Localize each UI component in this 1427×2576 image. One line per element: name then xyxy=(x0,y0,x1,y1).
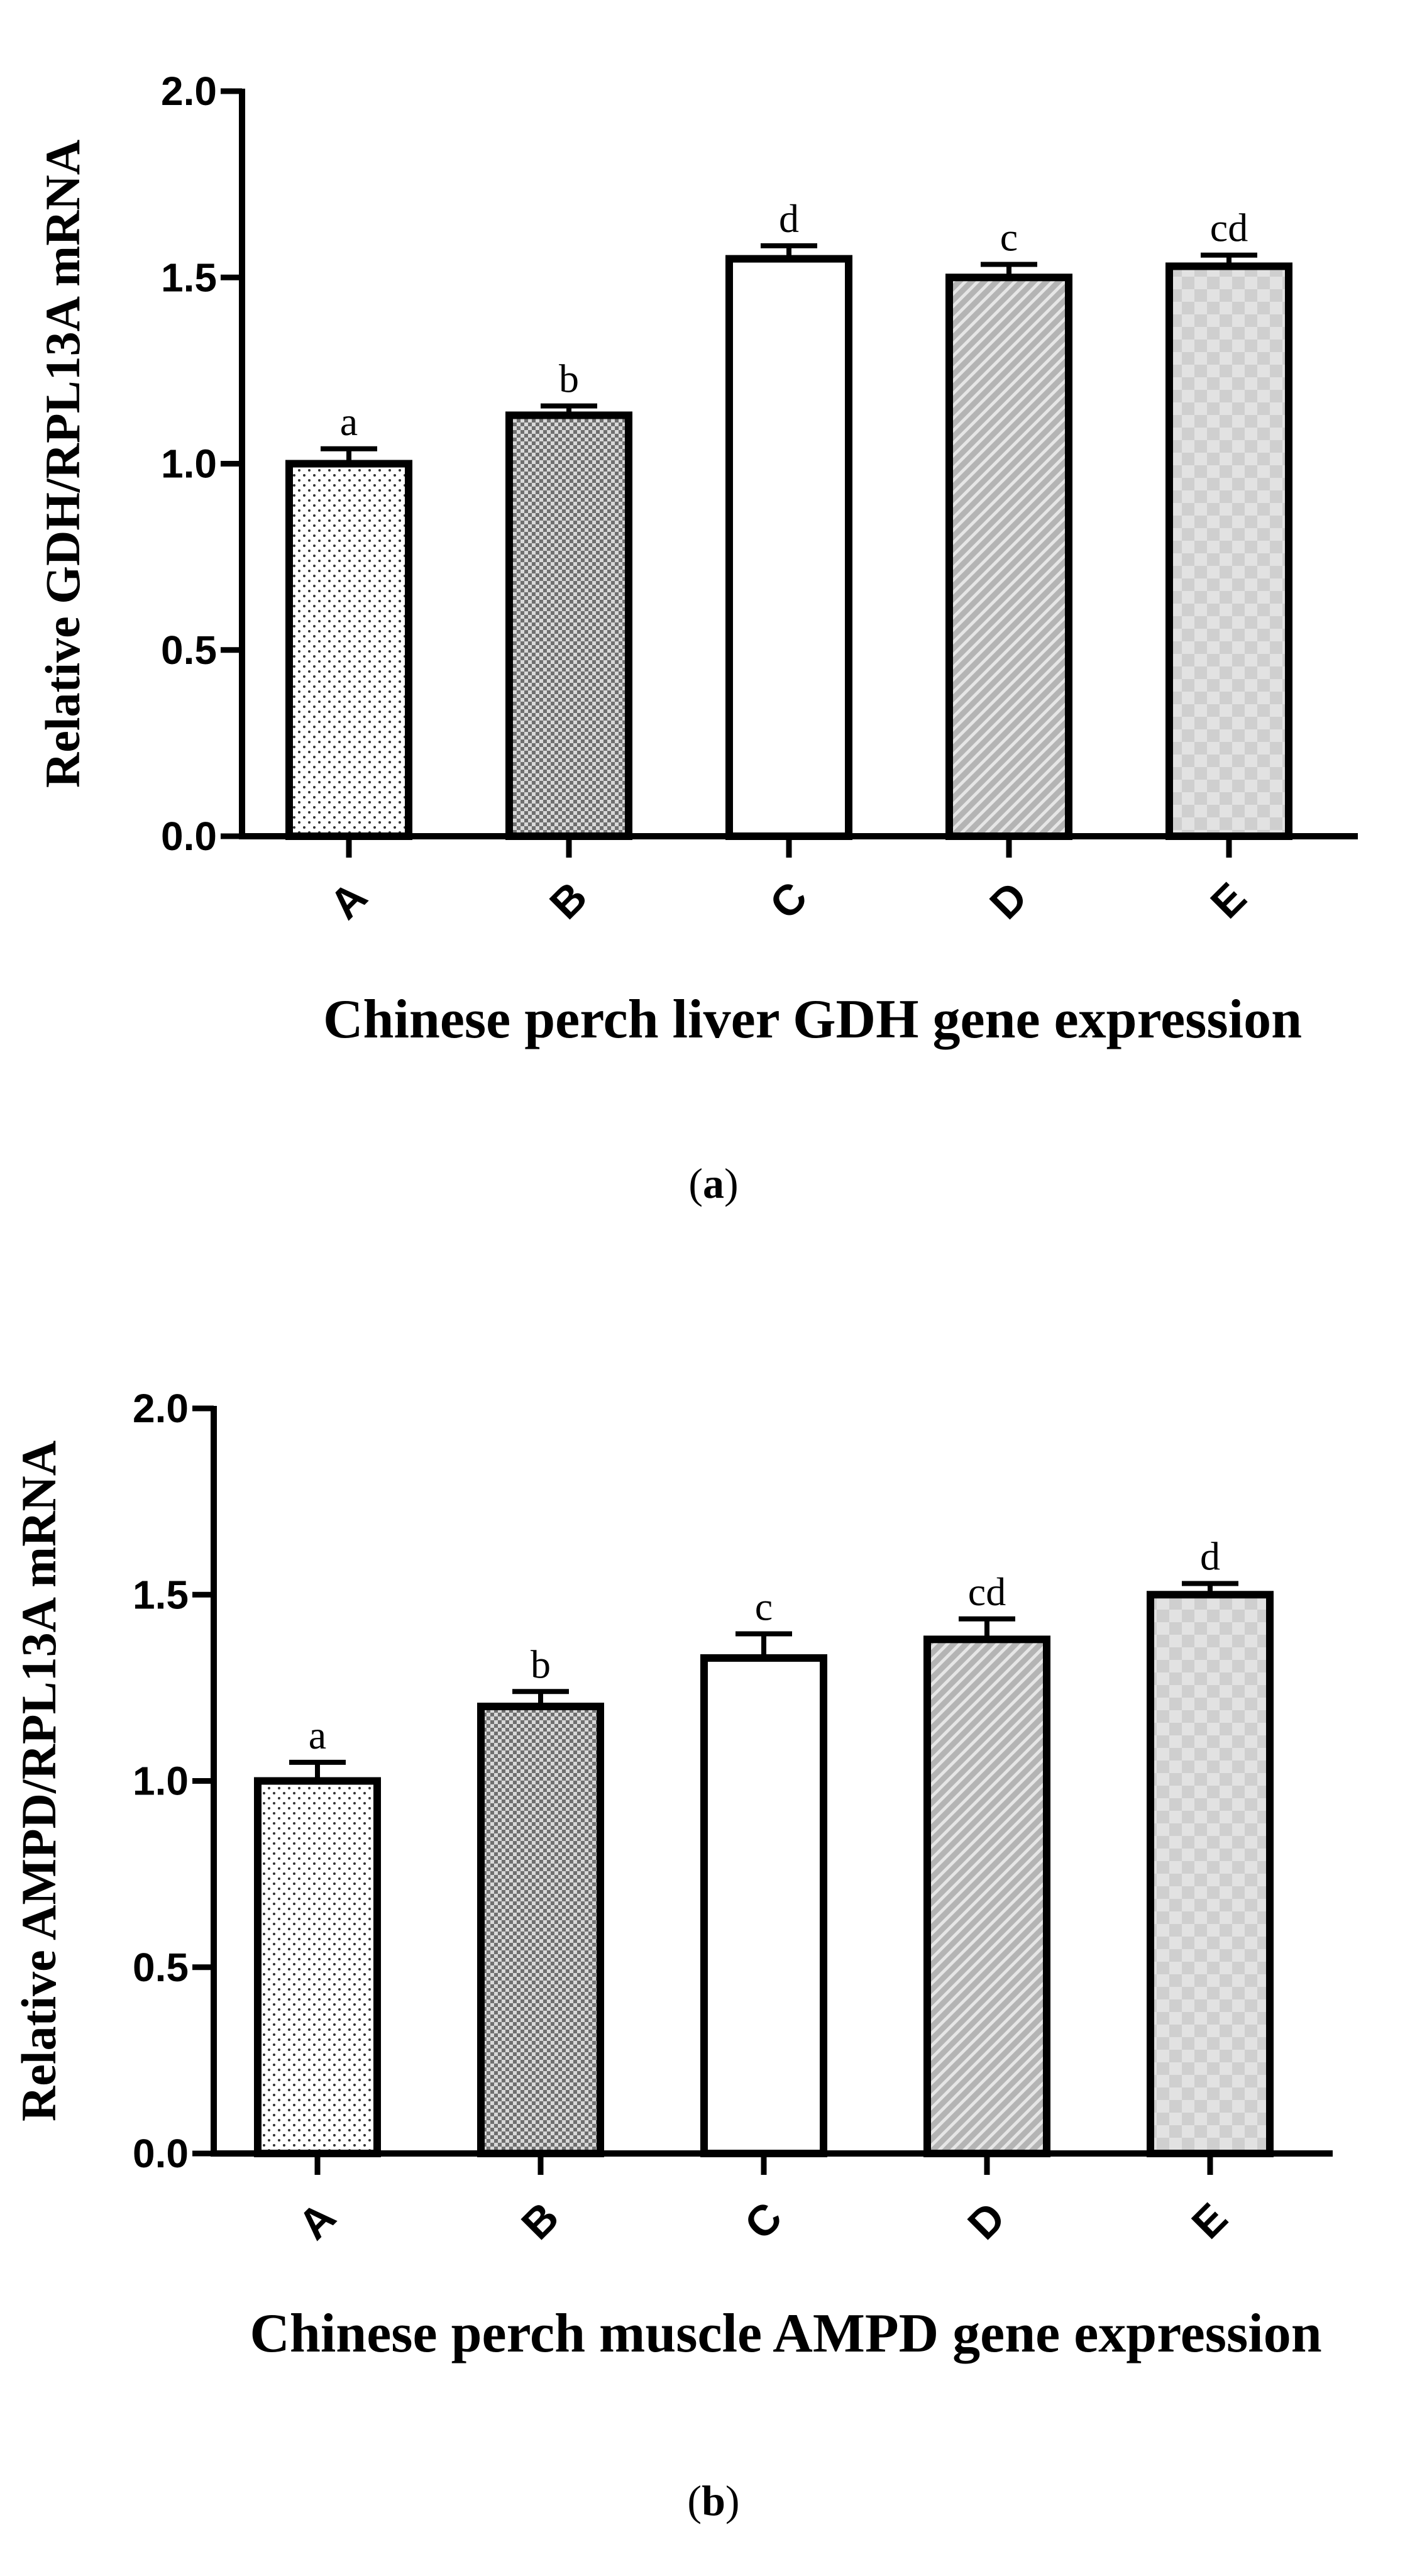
category-label: E xyxy=(1182,2194,1237,2248)
category-label: A xyxy=(289,2193,344,2248)
category-label: D xyxy=(959,2193,1014,2248)
bar-E xyxy=(1147,1591,1274,2157)
x-axis-title: Chinese perch muscle AMPD gene expressio… xyxy=(250,2303,1321,2364)
category-label: B xyxy=(541,873,596,928)
y-tick-label: 0.0 xyxy=(161,814,217,859)
category-label: D xyxy=(981,873,1036,928)
y-tick-label: 0.5 xyxy=(133,1945,189,1990)
panel-letter: b xyxy=(702,2477,725,2524)
y-tick-label: 0.5 xyxy=(161,627,217,673)
significance-label: c xyxy=(1000,215,1018,260)
bar-D xyxy=(923,1635,1050,2158)
significance-label: b xyxy=(559,357,579,401)
significance-label: d xyxy=(1200,1534,1220,1578)
y-tick-label: 1.0 xyxy=(161,441,217,487)
bar-B xyxy=(477,1703,604,2157)
bar-A xyxy=(254,1777,381,2157)
panel-label: (a) xyxy=(688,1159,738,1207)
bar-B xyxy=(505,411,632,840)
y-tick-label: 2.0 xyxy=(133,1386,189,1431)
significance-label: cd xyxy=(968,1569,1006,1614)
y-tick-label: 1.0 xyxy=(133,1759,189,1804)
bar-C xyxy=(725,255,852,840)
y-axis-title: Relative AMPD/RPL13A mRNA xyxy=(11,1440,66,2121)
significance-label: c xyxy=(755,1584,773,1628)
y-tick-label: 0.0 xyxy=(133,2131,189,2176)
significance-label: cd xyxy=(1210,206,1248,250)
chart-panel-a: 0.0 0.5 1.0 1.5 2.0 a Ab Bd Cc Dcd E Relative GDH/R… xyxy=(35,69,1358,1207)
y-tick-label: 1.5 xyxy=(133,1572,189,1617)
panel-label: (b) xyxy=(687,2477,739,2524)
y-tick-label: 2.0 xyxy=(161,69,217,114)
y-tick-label: 1.5 xyxy=(161,255,217,300)
bar-C xyxy=(700,1654,827,2158)
category-label: E xyxy=(1201,873,1255,927)
significance-label: d xyxy=(779,196,799,241)
bar-D xyxy=(945,274,1072,840)
significance-label: a xyxy=(309,1713,326,1757)
bar-E xyxy=(1165,262,1292,841)
category-label: C xyxy=(761,873,816,928)
y-axis-title: Relative GDH/RPL13A mRNA xyxy=(35,140,90,788)
bar-A xyxy=(285,460,412,840)
significance-label: a xyxy=(340,399,358,444)
chart-panel-b: 0.0 0.5 1.0 1.5 2.0 a Ab Bc Ccd Dd E Relative AMPD/… xyxy=(11,1386,1333,2524)
category-label: C xyxy=(736,2193,791,2248)
category-label: B xyxy=(512,2193,568,2248)
category-label: A xyxy=(321,873,376,928)
x-axis-title: Chinese perch liver GDH gene expression xyxy=(323,989,1302,1050)
panel-letter: a xyxy=(703,1159,724,1207)
significance-label: b xyxy=(531,1642,551,1686)
